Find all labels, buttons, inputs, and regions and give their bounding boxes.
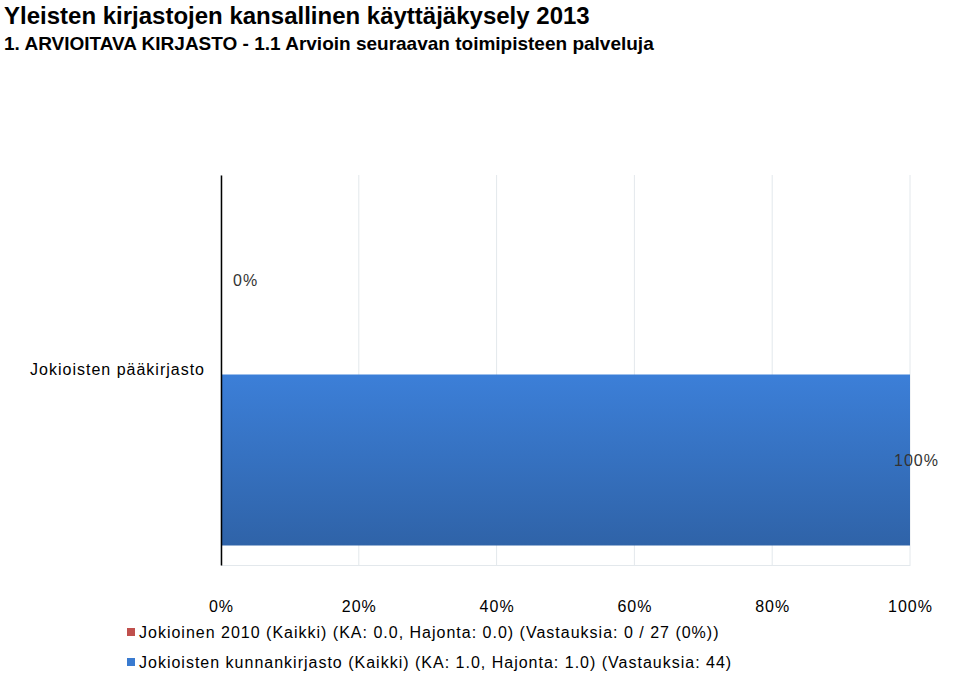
- plot: 0% 100% 0% 20% 40% 60% 80% 100% Jokioisten pääki…: [30, 175, 939, 615]
- y-axis-line: [221, 176, 223, 566]
- data-label: 100%: [894, 452, 939, 469]
- subtitle: 1. ARVIOITAVA KIRJASTO - 1.1 Arvioin seu…: [4, 33, 654, 54]
- legend-swatch: [127, 658, 135, 666]
- chart: Yleisten kirjastojen kansallinen käyttäj…: [0, 0, 960, 680]
- x-axis: 0% 20% 40% 60% 80% 100%: [209, 565, 933, 615]
- legend-swatch: [127, 628, 135, 636]
- data-labels: 0% 100%: [233, 272, 939, 469]
- x-tick: 20%: [342, 565, 377, 615]
- bar: [221, 375, 910, 546]
- x-tick-label: 80%: [755, 598, 790, 615]
- x-tick-label: 20%: [342, 598, 377, 615]
- y-tick: Jokioisten pääkirjasto: [30, 361, 221, 378]
- x-tick: 80%: [755, 565, 790, 615]
- grid-line: [221, 175, 222, 565]
- legend-label: Jokioinen 2010 (Kaikki) (KA: 0.0, Hajont…: [139, 624, 720, 641]
- y-tick-label: Jokioisten pääkirjasto: [30, 361, 205, 378]
- y-axis: Jokioisten pääkirjasto: [30, 176, 221, 566]
- x-tick-label: 100%: [888, 598, 933, 615]
- grid: [221, 175, 910, 565]
- x-tick-label: 0%: [209, 598, 234, 615]
- x-tick: 60%: [617, 565, 652, 615]
- title: Yleisten kirjastojen kansallinen käyttäj…: [4, 2, 590, 29]
- x-axis-line: [222, 565, 911, 566]
- x-tick: 100%: [888, 565, 933, 615]
- x-tick-label: 40%: [480, 598, 515, 615]
- x-tick: 0%: [209, 565, 234, 615]
- x-tick-label: 60%: [617, 598, 652, 615]
- bars: [221, 375, 910, 546]
- data-label: 0%: [233, 272, 258, 289]
- x-tick: 40%: [480, 565, 515, 615]
- legend-label: Jokioisten kunnankirjasto (Kaikki) (KA: …: [139, 654, 732, 671]
- legend: Jokioinen 2010 (Kaikki) (KA: 0.0, Hajont…: [127, 624, 732, 671]
